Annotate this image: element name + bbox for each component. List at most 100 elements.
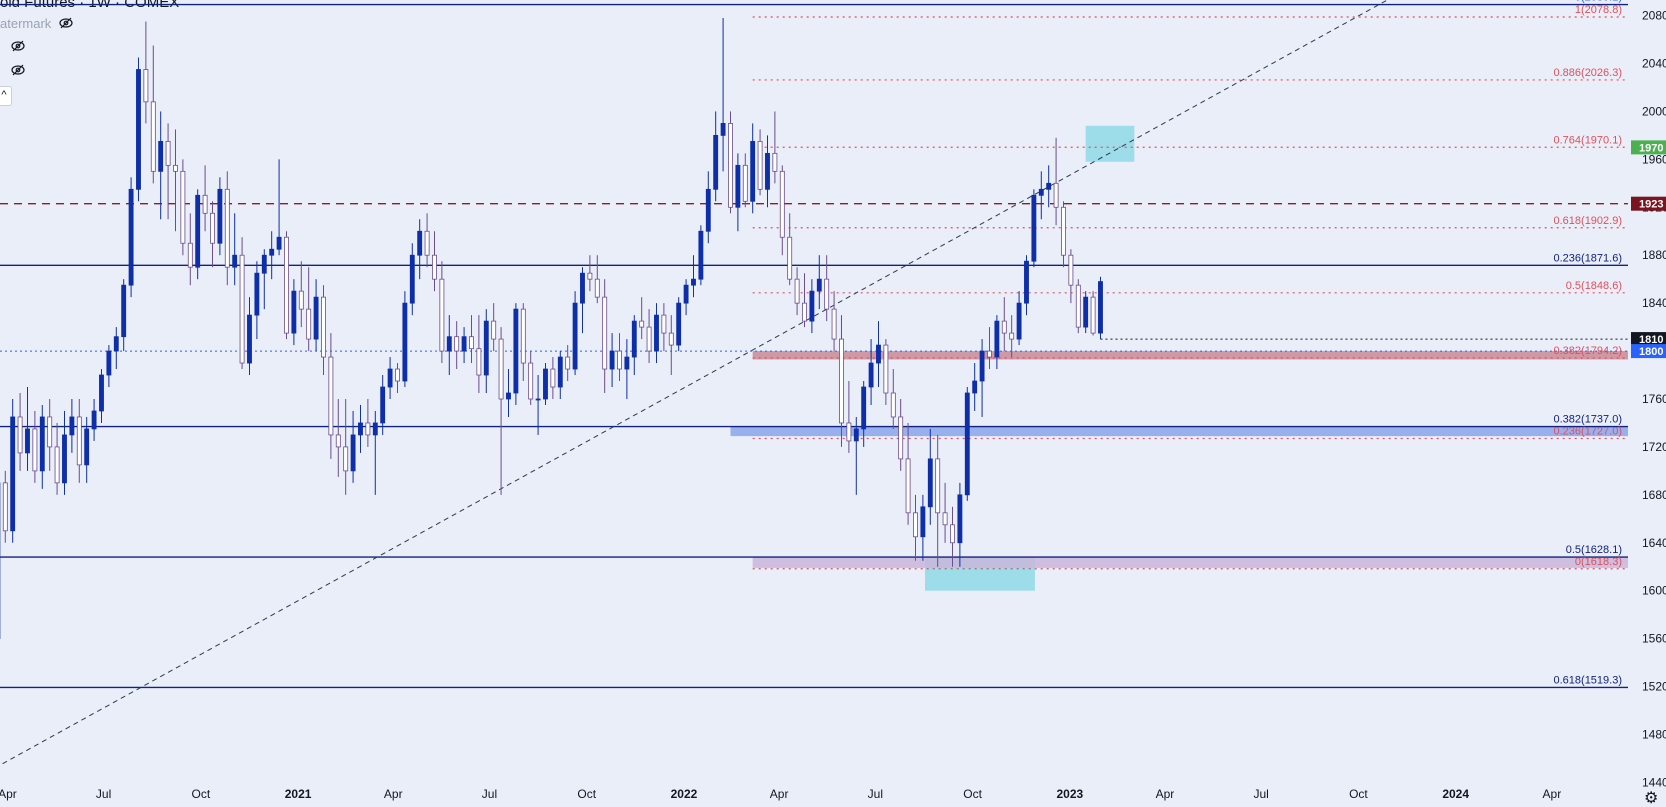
candle-body (32, 428, 38, 472)
fib-label: 0.236(1871.6) (1554, 252, 1623, 264)
candle-body (1046, 182, 1052, 190)
candle-body (328, 356, 334, 436)
candle-body (409, 254, 415, 304)
time-tick: Oct (963, 787, 982, 801)
candle-body (935, 458, 941, 514)
fib-label: 0.764(1970.1) (1554, 134, 1623, 146)
candle-body (765, 152, 770, 190)
candle-body (76, 416, 82, 466)
collapse-legend-button[interactable]: ^ (0, 86, 12, 106)
candle-body (1031, 194, 1037, 262)
candle-body (550, 368, 556, 388)
candle-body (1001, 320, 1007, 334)
zone-1618-1628 (752, 557, 1628, 568)
candle-body (2, 482, 8, 532)
candle-body (513, 308, 519, 394)
candle-body (173, 164, 178, 172)
candle-body (165, 140, 171, 166)
candle-body (476, 348, 482, 376)
candle-body (150, 101, 156, 172)
candle-body (276, 236, 282, 250)
candle-body (824, 278, 830, 310)
fib-label: 0.5(1848.6) (1566, 280, 1622, 292)
candle-body (705, 188, 711, 232)
time-tick: 2024 (1442, 787, 1469, 801)
candle-body (128, 188, 134, 286)
candle-body (239, 254, 245, 364)
candle-body (224, 188, 230, 268)
candle-body (187, 242, 193, 268)
price-tick: 1720 (1642, 440, 1666, 454)
fib-label: 0.382(1737.0) (1554, 414, 1623, 426)
candle-body (491, 320, 497, 340)
eye-off-icon[interactable] (10, 64, 26, 76)
candle-body (1038, 188, 1044, 196)
price-badge (1631, 140, 1666, 155)
candle-body (913, 512, 918, 538)
time-tick: Apr (1543, 787, 1562, 801)
candle-body (39, 416, 45, 472)
candle-body (113, 336, 119, 352)
candle-body (779, 170, 785, 238)
price-tick: 2040 (1642, 57, 1666, 71)
candle-body (594, 278, 600, 298)
zone-1794-1800 (752, 351, 1628, 360)
time-tick: Oct (1349, 787, 1368, 801)
resistance-zone-1970 (1085, 125, 1135, 162)
price-badge (1631, 332, 1666, 347)
price-tick: 2080 (1642, 9, 1666, 23)
candle-body (47, 416, 53, 448)
candle-body (202, 194, 208, 214)
candle-body (506, 392, 511, 400)
fib-label: 1(2078.8) (1575, 4, 1622, 16)
candle-body (816, 278, 822, 292)
candle-body (1098, 281, 1103, 334)
chart-title: old Futures · 1W · COMEX (0, 0, 180, 11)
price-tick: 1640 (1642, 536, 1666, 550)
candle-body (631, 320, 637, 358)
candle-body (469, 336, 474, 350)
candle-body (853, 428, 859, 442)
candle-body (720, 123, 726, 136)
candle-body (757, 140, 763, 190)
candle-body (180, 170, 186, 244)
candle-body (446, 336, 452, 352)
candle-body (380, 386, 386, 424)
candle-body (335, 434, 341, 448)
candle-body (750, 140, 756, 202)
candle-body (343, 446, 349, 472)
price-tick: 1520 (1642, 680, 1666, 694)
price-tick: 1880 (1642, 248, 1666, 262)
eye-off-icon[interactable] (10, 40, 26, 52)
candle-body (735, 164, 741, 208)
gear-icon[interactable]: ⚙ (1644, 790, 1659, 807)
candle-body (217, 188, 223, 244)
candle-body (572, 302, 578, 370)
eye-off-icon[interactable] (58, 17, 74, 29)
candle-body (1024, 260, 1029, 304)
candle-body (432, 254, 437, 280)
candle-body (121, 284, 127, 338)
time-tick: Apr (770, 787, 789, 801)
candle-body (17, 416, 23, 454)
time-tick: Apr (0, 787, 17, 801)
candle-body (831, 308, 837, 340)
candle-body (957, 494, 963, 544)
price-tick: 1960 (1642, 152, 1666, 166)
candle-body (528, 362, 534, 400)
price-tick: 1840 (1642, 296, 1666, 310)
candle-body (920, 506, 926, 538)
fib-label: 0.5(1628.1) (1566, 544, 1622, 556)
price-tick: 1680 (1642, 488, 1666, 502)
candle-body (624, 356, 630, 370)
candle-body (698, 230, 704, 280)
candle-body (728, 123, 733, 208)
candle-body (232, 254, 238, 268)
candle-body (498, 338, 504, 400)
candle-body (372, 422, 378, 436)
candle-body (839, 338, 844, 424)
candle-body (158, 140, 164, 172)
candle-body (654, 314, 659, 352)
price-tick: 2000 (1642, 104, 1666, 118)
